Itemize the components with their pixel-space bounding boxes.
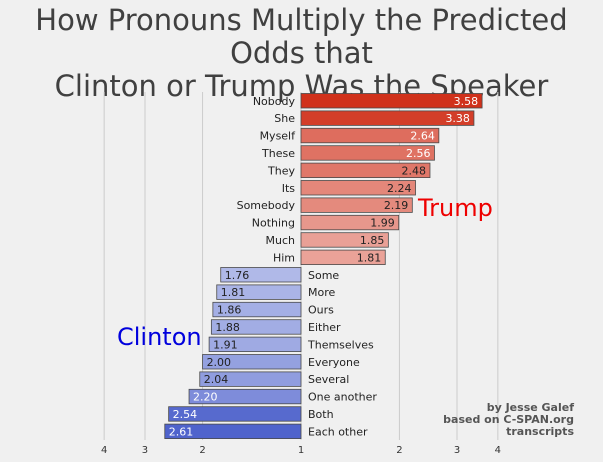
bar-she bbox=[300, 110, 475, 126]
value-label-one-another: 2.20 bbox=[193, 391, 218, 404]
value-label-its: 2.24 bbox=[387, 182, 412, 195]
bar-ours bbox=[212, 301, 302, 318]
x-tick-right-0: 2 bbox=[396, 445, 402, 456]
category-label-one-another: One another bbox=[308, 391, 377, 404]
category-label-somebody: Somebody bbox=[237, 199, 296, 212]
credit-line-1: by Jesse Galef bbox=[486, 401, 574, 414]
credit-line-3: transcripts bbox=[506, 425, 574, 438]
x-tick-right-1: 3 bbox=[454, 445, 460, 456]
bar-some bbox=[220, 267, 302, 283]
value-label-ours: 1.86 bbox=[217, 304, 242, 317]
value-label-somebody: 2.19 bbox=[384, 199, 409, 212]
bar-everyone bbox=[202, 354, 302, 370]
bar-either bbox=[210, 319, 302, 335]
category-label-she: She bbox=[274, 112, 295, 125]
category-label-some: Some bbox=[308, 269, 339, 282]
bar-themselves bbox=[208, 336, 302, 353]
category-label-its: Its bbox=[282, 182, 296, 195]
value-label-several: 2.04 bbox=[204, 373, 229, 386]
category-label-myself: Myself bbox=[260, 130, 297, 143]
bar-nobody bbox=[300, 93, 483, 109]
category-label-nobody: Nobody bbox=[253, 95, 296, 108]
category-label-more: More bbox=[308, 286, 336, 299]
value-label-everyone: 2.00 bbox=[207, 356, 232, 369]
value-label-myself: 2.64 bbox=[410, 130, 435, 143]
bar-several bbox=[199, 371, 302, 387]
value-label-these: 2.56 bbox=[406, 147, 431, 160]
bar-nothing bbox=[300, 214, 400, 231]
bar-one-another bbox=[188, 388, 302, 405]
category-label-these: These bbox=[261, 147, 295, 160]
category-label-ours: Ours bbox=[308, 304, 334, 317]
chart-title-line-1: How Pronouns Multiply the Predicted Odds… bbox=[35, 3, 568, 70]
value-label-either: 1.88 bbox=[215, 321, 240, 334]
category-label-him: Him bbox=[273, 251, 295, 264]
value-label-each-other: 2.61 bbox=[169, 425, 194, 438]
series-label-trump: Trump bbox=[417, 194, 493, 222]
category-label-much: Much bbox=[266, 234, 296, 247]
x-tick-left-1: 3 bbox=[142, 445, 148, 456]
category-label-nothing: Nothing bbox=[252, 217, 295, 230]
bar-him bbox=[300, 249, 386, 266]
x-tick-left-2: 2 bbox=[199, 445, 205, 456]
bar-more bbox=[216, 284, 302, 300]
label-layer: 4 3 2 1 2 3 4 3.58 Nobody 3.38 She 2.64 Myself 2.56 Th… bbox=[101, 95, 501, 456]
credit-line-2: based on C-SPAN.org bbox=[443, 413, 574, 426]
x-tick-center: 1 bbox=[298, 445, 304, 456]
bar-both bbox=[168, 406, 302, 422]
category-label-several: Several bbox=[308, 373, 349, 386]
category-label-each-other: Each other bbox=[308, 425, 368, 438]
bar-layer bbox=[164, 93, 483, 440]
value-label-nobody: 3.58 bbox=[454, 95, 479, 108]
category-label-themselves: Themselves bbox=[307, 338, 374, 351]
bar-much bbox=[300, 232, 389, 248]
category-label-either: Either bbox=[308, 321, 341, 334]
value-label-both: 2.54 bbox=[173, 408, 198, 421]
category-label-they: They bbox=[267, 164, 295, 177]
value-label-they: 2.48 bbox=[401, 164, 426, 177]
bar-they bbox=[300, 162, 431, 179]
credit-text: by Jesse Galef based on C-SPAN.org trans… bbox=[443, 402, 574, 438]
value-label-she: 3.38 bbox=[445, 112, 470, 125]
bar-its bbox=[300, 180, 416, 196]
value-label-nothing: 1.99 bbox=[370, 217, 395, 230]
value-label-him: 1.81 bbox=[357, 251, 382, 264]
series-label-clinton: Clinton bbox=[117, 323, 202, 351]
value-label-themselves: 1.91 bbox=[213, 338, 238, 351]
bar-somebody bbox=[300, 197, 413, 213]
bar-these bbox=[300, 145, 435, 161]
value-label-more: 1.81 bbox=[221, 286, 246, 299]
grid-layer bbox=[103, 92, 499, 440]
bar-myself bbox=[300, 127, 440, 144]
category-label-both: Both bbox=[308, 408, 334, 421]
category-label-everyone: Everyone bbox=[308, 356, 360, 369]
x-tick-left-0: 4 bbox=[101, 445, 107, 456]
value-label-some: 1.76 bbox=[225, 269, 250, 282]
bar-each-other bbox=[164, 423, 302, 440]
value-label-much: 1.85 bbox=[360, 234, 385, 247]
x-tick-right-2: 4 bbox=[495, 445, 501, 456]
